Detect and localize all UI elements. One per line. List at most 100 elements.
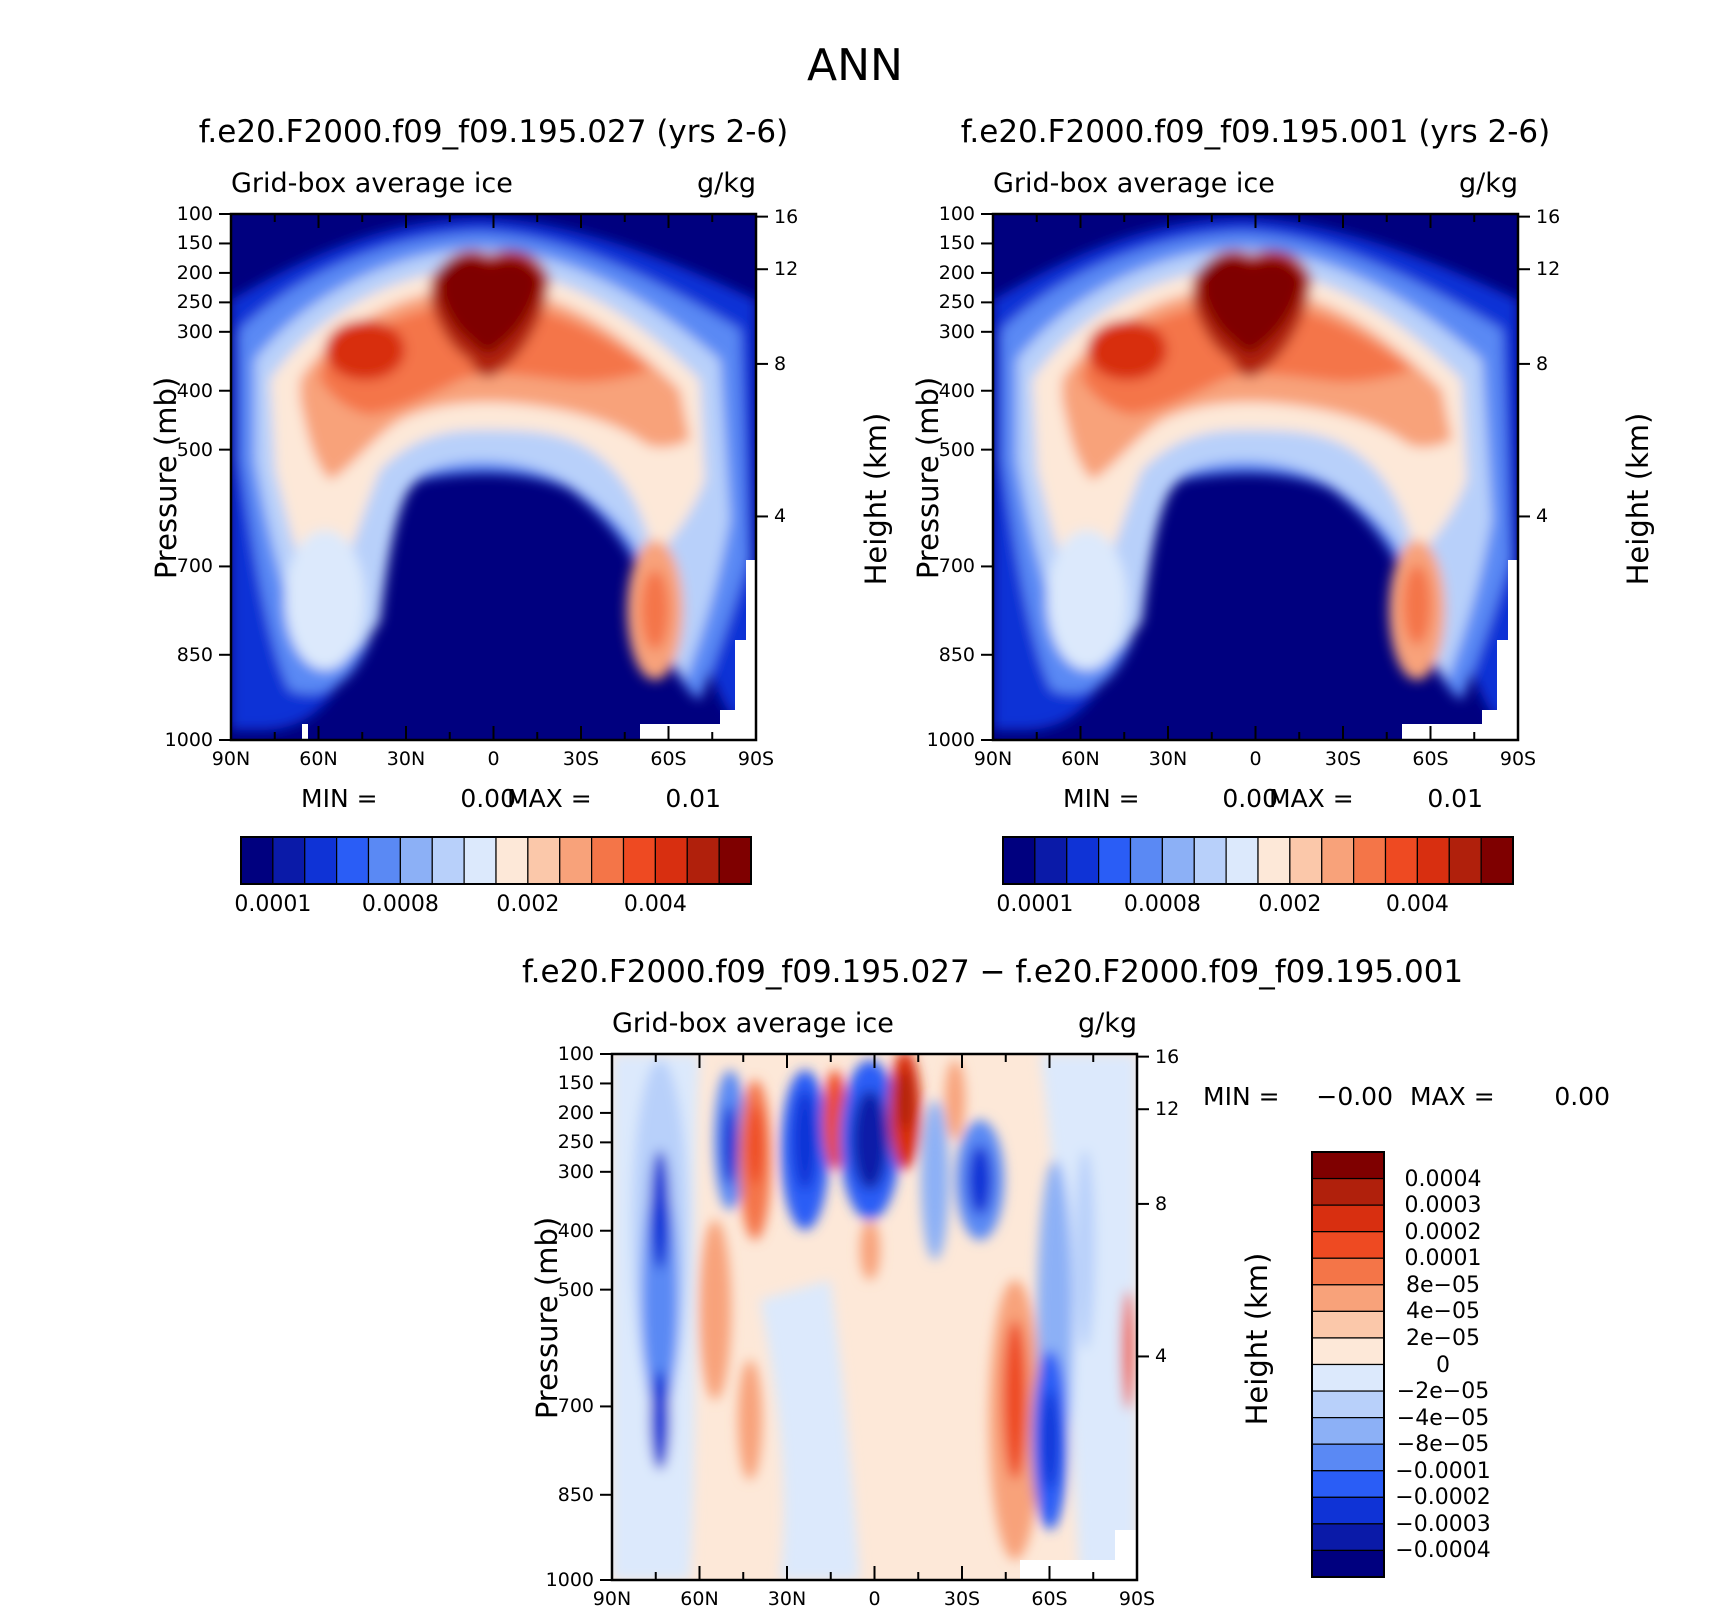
panel-2-colorbar-box [1129,836,1163,885]
panel-2-min-value: 0.00 [1222,784,1278,813]
panel-3-colorbar-box [1311,1470,1385,1498]
panel-1-ytick-label: 200 [176,261,213,284]
panel-2-xtick-label: 0 [1249,748,1262,770]
panel-1-ytick-label: 400 [176,379,213,402]
panel-3-colorbar-box [1311,1257,1385,1286]
panel-3-ytick-label: 300 [557,1160,594,1183]
panel-2-colorbar-box [1066,836,1100,885]
panel-2-ytick-label: 500 [938,438,975,461]
page-title: ANN [807,40,903,91]
panel-3-min-label: MIN = [1203,1082,1280,1111]
panel-3-colorbar-label: 0.0003 [1404,1193,1482,1219]
panel-1-xtick-label: 30N [386,748,426,770]
panel-1-xtick-label: 90N [211,748,251,770]
panel-3-colorbar-box [1311,1390,1385,1419]
panel-1-colorbar-box [527,836,561,885]
panel-3-colorbar-label: 0.0002 [1404,1219,1482,1245]
panel-2-min-label: MIN = [1063,784,1140,813]
panel-1-xtick-label: 60S [650,748,687,770]
panel-1-ytick-label: 1000 [164,729,213,751]
panel-2-max-value: 0.01 [1427,784,1483,813]
panel-2-ytick-label: 100 [938,203,975,225]
panel-1-ytick-label: 250 [176,291,213,314]
panel-2-colorbar-label: 0.002 [1258,892,1322,917]
panel-3-ytick-label: 850 [557,1483,594,1506]
panel-3-max-label: MAX = [1410,1082,1495,1111]
panel-2-colorbar-box [1416,836,1450,885]
panel-3-colorbar-box [1311,1151,1385,1180]
panel-1-colorbar-box [718,836,752,885]
panel-3-xtick-label: 90S [1118,1588,1156,1610]
panel-2-right-subtitle: g/kg [1458,168,1518,199]
panel-3-colorbar-box [1311,1204,1385,1233]
panel-1-colorbar-box [304,836,338,885]
panel-3-colorbar-box [1311,1231,1385,1259]
panel-3-colorbar-box [1311,1284,1385,1312]
panel-1-left-subtitle: Grid-box average ice [231,168,513,199]
panel-3-colorbar-label: −0.0002 [1395,1485,1491,1511]
panel-1-colorbar-box [495,836,529,885]
panel-1-ytick-label: 150 [176,232,213,255]
panel-2-colorbar-box [1321,836,1355,885]
panel-3-xtick-label: 90N [592,1588,632,1610]
panel-1-colorbar-label: 0.002 [496,892,560,917]
panel-3-ytick-label: 500 [557,1278,594,1301]
panel-1-colorbar-box [240,836,274,885]
panel-2-ytick-label: 250 [938,291,975,314]
panel-2-colorbar-box [1225,836,1259,885]
panel-1-xtick-label: 30S [562,748,600,770]
panel-1-max-label: MAX = [507,784,592,813]
panel-3-ylabel: Pressure (mb) [530,1216,564,1420]
panel-3-ylabel-right: Height (km) [1240,1252,1274,1426]
panel-3-colorbar-box [1311,1443,1385,1472]
panel-2-ylabel: Pressure (mb) [911,376,945,580]
panel-1-ytick-right-label: 4 [774,505,787,528]
panel-1-xtick-label: 60N [299,748,338,770]
panel-1-colorbar-box [591,836,625,885]
panel-1-ytick-label: 100 [176,203,213,225]
panel-3-right-subtitle: g/kg [1077,1008,1137,1039]
panel-1-ylabel-right: Height (km) [859,412,893,586]
panel-1-ytick-label: 300 [176,320,213,343]
panel-1-ylabel: Pressure (mb) [149,376,183,580]
panel-2-xtick-label: 90N [973,748,1013,770]
panel-1-colorbar-box [654,836,688,885]
panel-3-ytick-right-label: 16 [1155,1045,1180,1068]
panel-2-colorbar-box [1480,836,1514,885]
panel-3-ytick-right-label: 8 [1155,1192,1168,1215]
panel-3-min-value: −0.00 [1316,1082,1393,1111]
panel-1-colorbar-box [367,836,401,885]
panel-1-colorbar-box [463,836,497,885]
panel-3-colorbar-box [1311,1496,1385,1525]
panel-3-colorbar-label: 2e−05 [1406,1325,1480,1351]
panel-3-colorbar-box [1311,1523,1385,1552]
panel-1-title: f.e20.F2000.f09_f09.195.027 (yrs 2-6) [198,114,789,150]
panel-3-colorbar-label: −4e−05 [1396,1405,1490,1431]
panel-3-xtick-label: 0 [868,1588,881,1610]
panel-2-colorbar-label: 0.0001 [996,892,1074,917]
panel-1-max-value: 0.01 [665,784,721,813]
panel-3-colorbar-box [1311,1549,1385,1578]
panel-2-colorbar-label: 0.004 [1385,892,1449,917]
panel-2-colorbar-box [1353,836,1387,885]
panel-3-ytick-label: 700 [557,1395,594,1418]
panel-2-colorbar-frame [1002,836,1514,885]
panel-3-colorbar-label: −2e−05 [1396,1379,1490,1405]
panel-3-xtick-label: 30S [943,1588,981,1610]
panel-2-ytick-label: 200 [938,261,975,284]
panel-3-ytick-label: 1000 [545,1569,594,1591]
panel-3-colorbar-label: −8e−05 [1396,1432,1490,1458]
panel-2-ylabel-right: Height (km) [1621,412,1655,586]
panel-2-title: f.e20.F2000.f09_f09.195.001 (yrs 2-6) [960,114,1551,150]
panel-2-ytick-label: 700 [938,555,975,578]
panel-3-field [612,1054,1137,1580]
panel-2-field [993,214,1518,740]
panel-1-colorbar-box [272,836,306,885]
panel-2-colorbar-box [1161,836,1195,885]
panel-1-ytick-right-label: 16 [774,205,799,228]
panel-2-colorbar-label: 0.0008 [1123,892,1201,917]
panel-3-xtick-label: 60N [680,1588,719,1610]
panel-3-ytick-right-label: 4 [1155,1345,1168,1368]
panel-3-colorbar-label: −0.0004 [1395,1538,1491,1564]
panel-2-ytick-right-label: 16 [1536,205,1561,228]
